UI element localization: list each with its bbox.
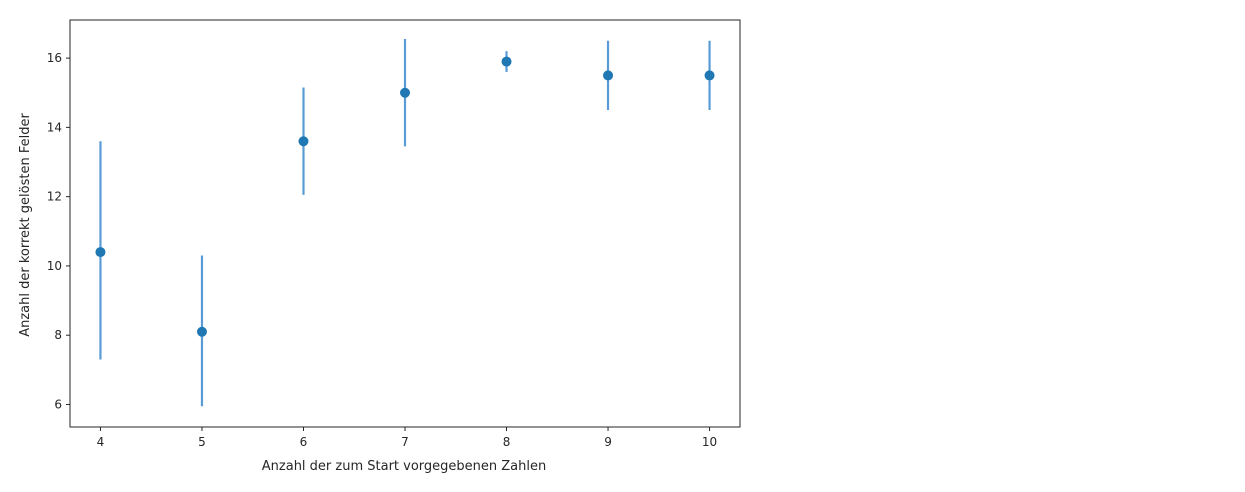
chart-marks — [95, 39, 715, 407]
data-point — [704, 70, 715, 81]
data-point — [400, 87, 410, 98]
x-tick-label: 9 — [604, 435, 612, 449]
data-point — [603, 70, 614, 81]
y-tick-label: 12 — [47, 190, 62, 204]
y-tick-label: 6 — [54, 397, 62, 411]
x-tick-label: 6 — [300, 435, 308, 449]
y-axis-label: Anzahl der korrekt gelösten Felder — [18, 113, 33, 337]
y-tick-label: 10 — [47, 259, 62, 273]
y-tick-label: 16 — [47, 51, 62, 65]
data-point — [196, 326, 207, 337]
x-axis-ticks: 4 5 6 7 8 9 10 — [97, 427, 717, 449]
x-tick-label: 5 — [198, 435, 206, 449]
x-tick-label: 8 — [503, 435, 511, 449]
data-point — [298, 136, 309, 147]
y-tick-label: 14 — [47, 120, 62, 134]
y-axis-ticks: 6 8 10 12 14 16 — [47, 51, 70, 411]
x-tick-label: 10 — [702, 435, 717, 449]
x-tick-label: 7 — [401, 435, 409, 449]
data-point — [501, 56, 512, 67]
y-tick-label: 8 — [54, 328, 62, 342]
data-point — [95, 247, 106, 258]
x-axis-label: Anzahl der zum Start vorgegebenen Zahlen — [262, 459, 546, 474]
x-tick-label: 4 — [97, 435, 105, 449]
